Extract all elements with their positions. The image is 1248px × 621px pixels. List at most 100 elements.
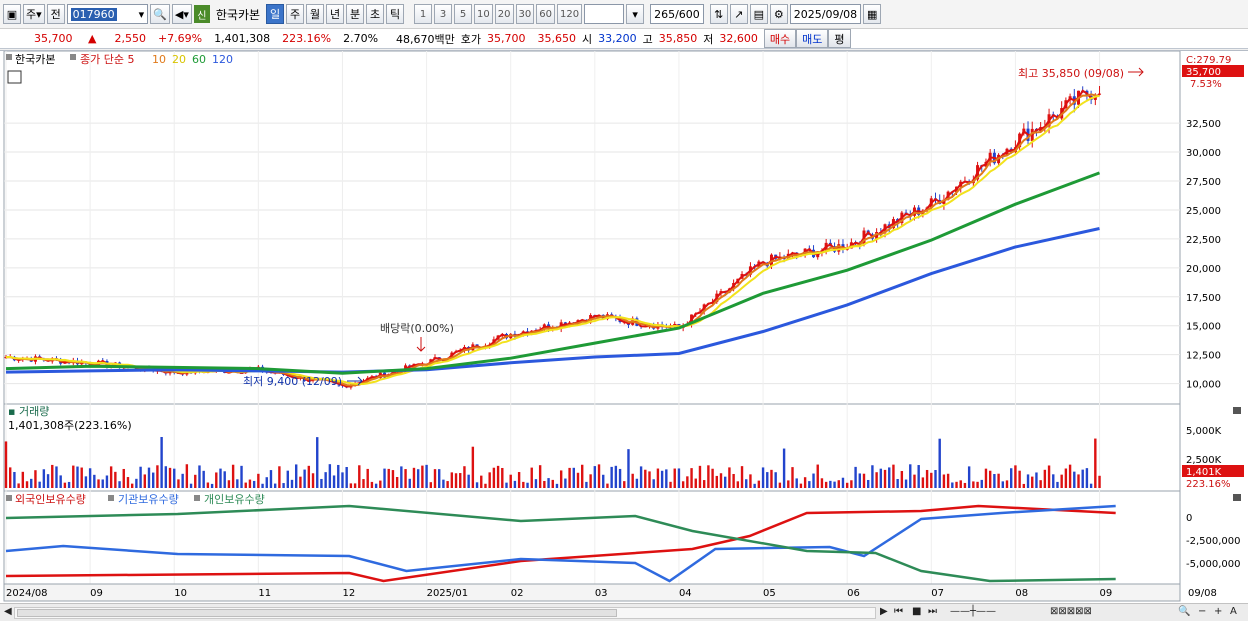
vol-tick-2500k: 2,500K [1186, 455, 1222, 466]
legend-ma10: 10 [152, 53, 166, 66]
table-icon[interactable] [7, 70, 22, 84]
legend-box-icon [108, 495, 114, 501]
count-input[interactable]: 265/600 [650, 4, 704, 24]
period-second[interactable]: 초 [366, 4, 385, 24]
volume-bar [80, 467, 83, 488]
volume-bar [833, 481, 836, 488]
volume-bar [551, 479, 554, 488]
volume-bar [913, 474, 916, 488]
period-minute[interactable]: 분 [346, 4, 365, 24]
layout-icon[interactable]: ▣ [3, 4, 21, 24]
volume-bar [1018, 470, 1021, 488]
zoom-slider[interactable]: ——┼—— [950, 606, 997, 617]
scroll-thumb[interactable] [17, 609, 617, 617]
save-icon[interactable]: ▤ [749, 4, 768, 24]
zoom-out-icon[interactable]: − [1198, 606, 1207, 617]
market-type-select[interactable]: 주 ▾ [23, 4, 45, 24]
volume-bar [829, 480, 832, 488]
volume-bar [644, 469, 647, 488]
stop-icon[interactable]: ■ [912, 606, 922, 617]
volume-bar [707, 465, 710, 488]
period-daily[interactable]: 일 [266, 4, 285, 24]
chart-area[interactable]: 한국카본 종가 단순 5 10 20 60 120 C:279.79 35,70… [0, 50, 1248, 605]
x-axis-right-label: 09/08 [1188, 588, 1217, 599]
compare-icon[interactable]: ↗ [729, 4, 748, 24]
period-yearly[interactable]: 년 [326, 4, 345, 24]
volume-bar [173, 468, 176, 488]
y-tick-label: 27,500 [1186, 177, 1221, 188]
interval-5[interactable]: 5 [454, 4, 473, 24]
panel-close-icon[interactable] [1233, 407, 1241, 414]
volume-bar [1005, 480, 1009, 488]
volume-bar [530, 467, 533, 488]
volume-bar [101, 479, 104, 488]
volume-bar [1068, 464, 1072, 488]
volume-bar [627, 449, 630, 488]
rewind-icon[interactable]: ⏮ [894, 606, 903, 617]
volume-bar [130, 483, 134, 488]
volume-bar [152, 472, 155, 488]
zoom-in-icon[interactable]: + [1214, 606, 1223, 617]
stock-code-input[interactable]: 017960 ▾ [66, 4, 149, 24]
price-panel-bg [3, 50, 1181, 405]
hoga-label: 호가 [460, 32, 482, 46]
volume-bar [202, 470, 205, 488]
period-weekly[interactable]: 주 [286, 4, 305, 24]
volume-bar [652, 479, 655, 488]
y-tick-label: 17,500 [1186, 293, 1221, 304]
interval-1[interactable]: 1 [414, 4, 433, 24]
interval-dropdown-icon[interactable]: ▾ [626, 4, 645, 24]
calendar-icon[interactable]: ▦ [863, 4, 882, 24]
volume-bar [114, 471, 117, 488]
interval-120[interactable]: 120 [556, 4, 583, 24]
volume-bar [1001, 481, 1004, 488]
text-tool-icon[interactable]: A [1230, 606, 1237, 617]
status-bar: ◀ ▶ ⏮ ■ ⏭ ——┼—— ⊠⊠⊠⊠⊠ 🔍 − + A [0, 603, 1248, 621]
prev-button[interactable]: 전 [46, 4, 65, 24]
period-monthly[interactable]: 월 [306, 4, 325, 24]
gear-icon[interactable]: ⚙ [769, 4, 788, 24]
grid [4, 122, 1180, 385]
draw-tools-icon[interactable]: ⊠⊠⊠⊠⊠ [1050, 606, 1092, 617]
volume-bar [858, 473, 861, 488]
buy-button[interactable]: 매수 [763, 29, 797, 48]
interval-60[interactable]: 60 [536, 4, 555, 24]
volume-bar [484, 483, 487, 488]
volume-bar [509, 474, 512, 488]
speaker-icon[interactable]: ◀▾ [171, 4, 192, 24]
volume-bar [30, 478, 33, 488]
pct-tag: 7.53% [1190, 79, 1222, 90]
volume-bar [694, 478, 697, 488]
scroll-right-icon[interactable]: ▶ [880, 606, 888, 617]
zoom-icon[interactable]: 🔍 [1178, 606, 1191, 617]
volume-bar [105, 475, 109, 488]
volume-bar [109, 466, 113, 488]
interval-10[interactable]: 10 [474, 4, 493, 24]
chart-settings-icon[interactable]: ⇅ [709, 4, 728, 24]
volume-bar [295, 464, 298, 488]
interval-20[interactable]: 20 [494, 4, 514, 24]
sell-button[interactable]: 매도 [796, 29, 829, 48]
volume-bar [984, 468, 988, 488]
volume: 1,401,308 [214, 32, 271, 45]
interval-3[interactable]: 3 [434, 4, 453, 24]
volume-bar [896, 479, 899, 488]
chart-scrollbar[interactable] [14, 607, 876, 619]
interval-30[interactable]: 30 [515, 4, 535, 24]
volume-bar [383, 468, 386, 488]
dropdown-arrow-icon[interactable]: ▾ [138, 7, 145, 21]
custom-interval-input[interactable] [584, 4, 625, 24]
chart-top-label: C:279.79 [1186, 55, 1231, 66]
evaluation-button[interactable]: 평 [828, 29, 851, 48]
panel-close-icon[interactable] [1233, 494, 1241, 501]
volume-bar [433, 469, 437, 488]
volume-bar [282, 483, 285, 488]
period-tick[interactable]: 틱 [386, 4, 405, 24]
volume-bar [185, 464, 189, 488]
forward-icon[interactable]: ⏭ [928, 606, 937, 617]
date-input[interactable]: 2025/09/08 [789, 4, 862, 24]
search-icon[interactable]: 🔍 [150, 4, 170, 24]
stock-chart[interactable]: 한국카본 종가 단순 5 10 20 60 120 C:279.79 35,70… [0, 50, 1248, 604]
volume-bar [59, 475, 62, 488]
scroll-left-icon[interactable]: ◀ [4, 606, 12, 617]
